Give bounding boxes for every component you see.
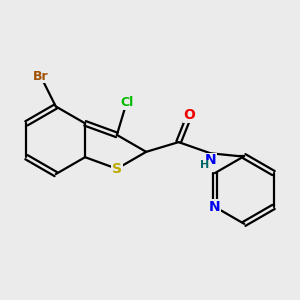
Text: Br: Br	[33, 70, 49, 83]
Text: N: N	[209, 200, 221, 214]
Text: O: O	[183, 108, 195, 122]
Text: S: S	[112, 162, 122, 176]
Text: H: H	[200, 160, 209, 170]
Text: N: N	[205, 153, 216, 167]
Text: Cl: Cl	[120, 96, 133, 109]
